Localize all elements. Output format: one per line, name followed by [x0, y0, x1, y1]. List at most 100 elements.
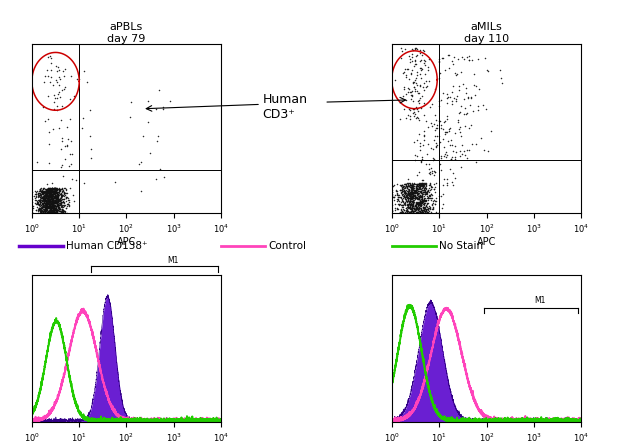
Point	[47, 208, 57, 215]
Point	[50, 202, 60, 210]
Point	[402, 194, 412, 201]
Point	[37, 205, 47, 212]
Point	[50, 194, 60, 201]
Point	[47, 203, 58, 210]
Point	[408, 189, 418, 196]
Point	[50, 188, 60, 195]
Point	[61, 189, 71, 196]
Point	[44, 191, 54, 198]
Point	[37, 197, 47, 204]
Point	[399, 186, 410, 193]
Point	[152, 137, 162, 144]
Point	[401, 189, 411, 196]
Point	[392, 193, 403, 200]
Point	[52, 206, 63, 214]
Point	[417, 207, 427, 214]
Point	[63, 136, 73, 143]
Point	[430, 127, 441, 134]
Point	[52, 191, 63, 198]
Point	[47, 187, 58, 194]
Point	[54, 208, 64, 215]
Point	[40, 205, 51, 212]
Point	[35, 195, 45, 202]
Point	[403, 190, 413, 198]
Point	[62, 193, 72, 200]
Point	[42, 198, 52, 205]
Point	[46, 186, 56, 194]
Point	[39, 189, 49, 196]
Point	[423, 166, 434, 173]
Point	[52, 201, 62, 208]
Point	[41, 200, 51, 207]
Point	[40, 188, 50, 195]
Point	[394, 201, 404, 208]
Point	[410, 208, 420, 215]
Point	[42, 202, 52, 209]
Point	[34, 202, 44, 209]
Point	[51, 206, 61, 214]
Point	[42, 191, 52, 198]
Point	[54, 200, 64, 207]
Point	[44, 197, 54, 204]
Point	[408, 46, 418, 53]
Point	[425, 186, 435, 193]
Point	[44, 206, 54, 213]
Point	[39, 200, 49, 207]
Point	[415, 203, 425, 210]
Point	[397, 184, 407, 191]
Point	[417, 181, 427, 188]
Point	[51, 185, 61, 192]
Point	[55, 196, 65, 203]
Point	[44, 196, 54, 203]
Point	[52, 202, 63, 209]
Point	[408, 190, 418, 197]
Point	[408, 110, 418, 117]
Point	[454, 109, 465, 116]
Point	[428, 181, 439, 188]
Point	[445, 124, 455, 131]
Point	[423, 189, 434, 196]
Point	[417, 197, 427, 204]
Point	[403, 188, 413, 195]
Point	[37, 187, 47, 194]
Point	[398, 203, 408, 210]
Point	[38, 200, 48, 207]
Point	[50, 197, 60, 204]
Point	[42, 204, 52, 211]
Point	[416, 209, 426, 216]
Point	[40, 185, 51, 192]
Point	[403, 202, 413, 209]
Point	[40, 192, 51, 199]
Point	[37, 207, 47, 214]
Point	[442, 94, 453, 101]
Point	[34, 200, 44, 207]
Point	[29, 193, 39, 200]
Point	[49, 209, 59, 216]
Point	[417, 182, 427, 189]
Point	[40, 199, 51, 206]
Point	[394, 201, 404, 208]
Point	[42, 199, 52, 206]
Point	[47, 206, 57, 214]
Point	[478, 101, 489, 108]
Point	[33, 200, 44, 207]
Point	[405, 199, 415, 206]
Point	[43, 184, 53, 191]
Point	[471, 159, 481, 166]
Point	[47, 199, 58, 206]
Point	[428, 156, 439, 163]
Point	[409, 204, 419, 211]
Point	[58, 186, 68, 193]
Point	[44, 188, 54, 195]
Point	[400, 190, 410, 198]
Point	[68, 191, 78, 198]
Point	[39, 197, 49, 204]
Point	[48, 198, 58, 206]
Point	[58, 185, 68, 192]
Point	[51, 192, 61, 199]
Point	[44, 207, 54, 214]
Point	[438, 136, 448, 143]
Point	[420, 57, 430, 64]
Point	[483, 148, 493, 155]
Point	[52, 79, 62, 86]
